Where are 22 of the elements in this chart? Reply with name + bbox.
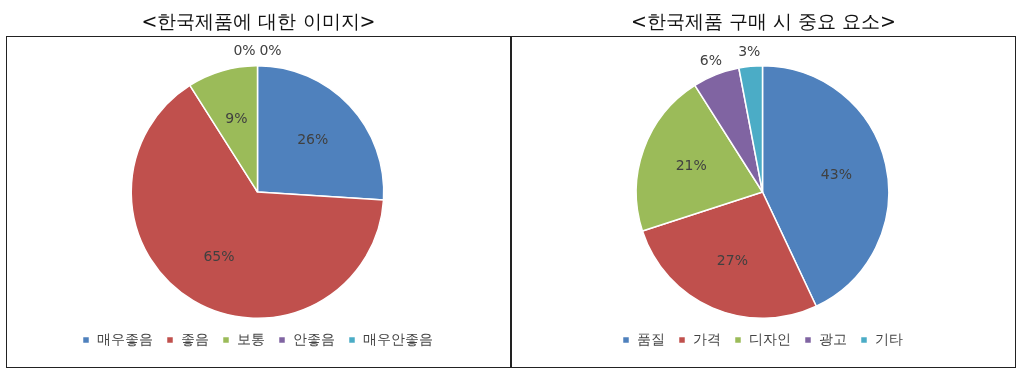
data-label: 65% (203, 247, 235, 264)
text: 0% (233, 42, 256, 59)
data-label: 27% (716, 252, 748, 269)
data-label: 3% (738, 43, 761, 60)
legend-label: 기타 (874, 330, 903, 347)
legend-label: 광고 (818, 330, 847, 347)
legend-label: 디자인 (748, 330, 791, 347)
chart-title: <한국제품 구매 시 중요 요소> (630, 9, 897, 34)
legend-label: 매우좋음 (96, 330, 153, 347)
data-label: 9% (225, 109, 248, 126)
legend-label: 가격 (692, 330, 721, 347)
data-label: 26% (297, 130, 329, 147)
text: 0% (259, 42, 282, 59)
legend-label: 좋음 (180, 330, 209, 347)
legend-label: 안좋음 (292, 330, 335, 347)
legend-label: 품질 (636, 330, 665, 347)
legend-label: 매우안좋음 (362, 330, 433, 347)
data-label: 6% (699, 52, 722, 69)
chart-title: <한국제품에 대한 이미지> (140, 9, 377, 34)
data-label: 43% (820, 166, 852, 183)
data-label: 21% (675, 156, 707, 173)
legend-label: 보통 (236, 330, 265, 347)
